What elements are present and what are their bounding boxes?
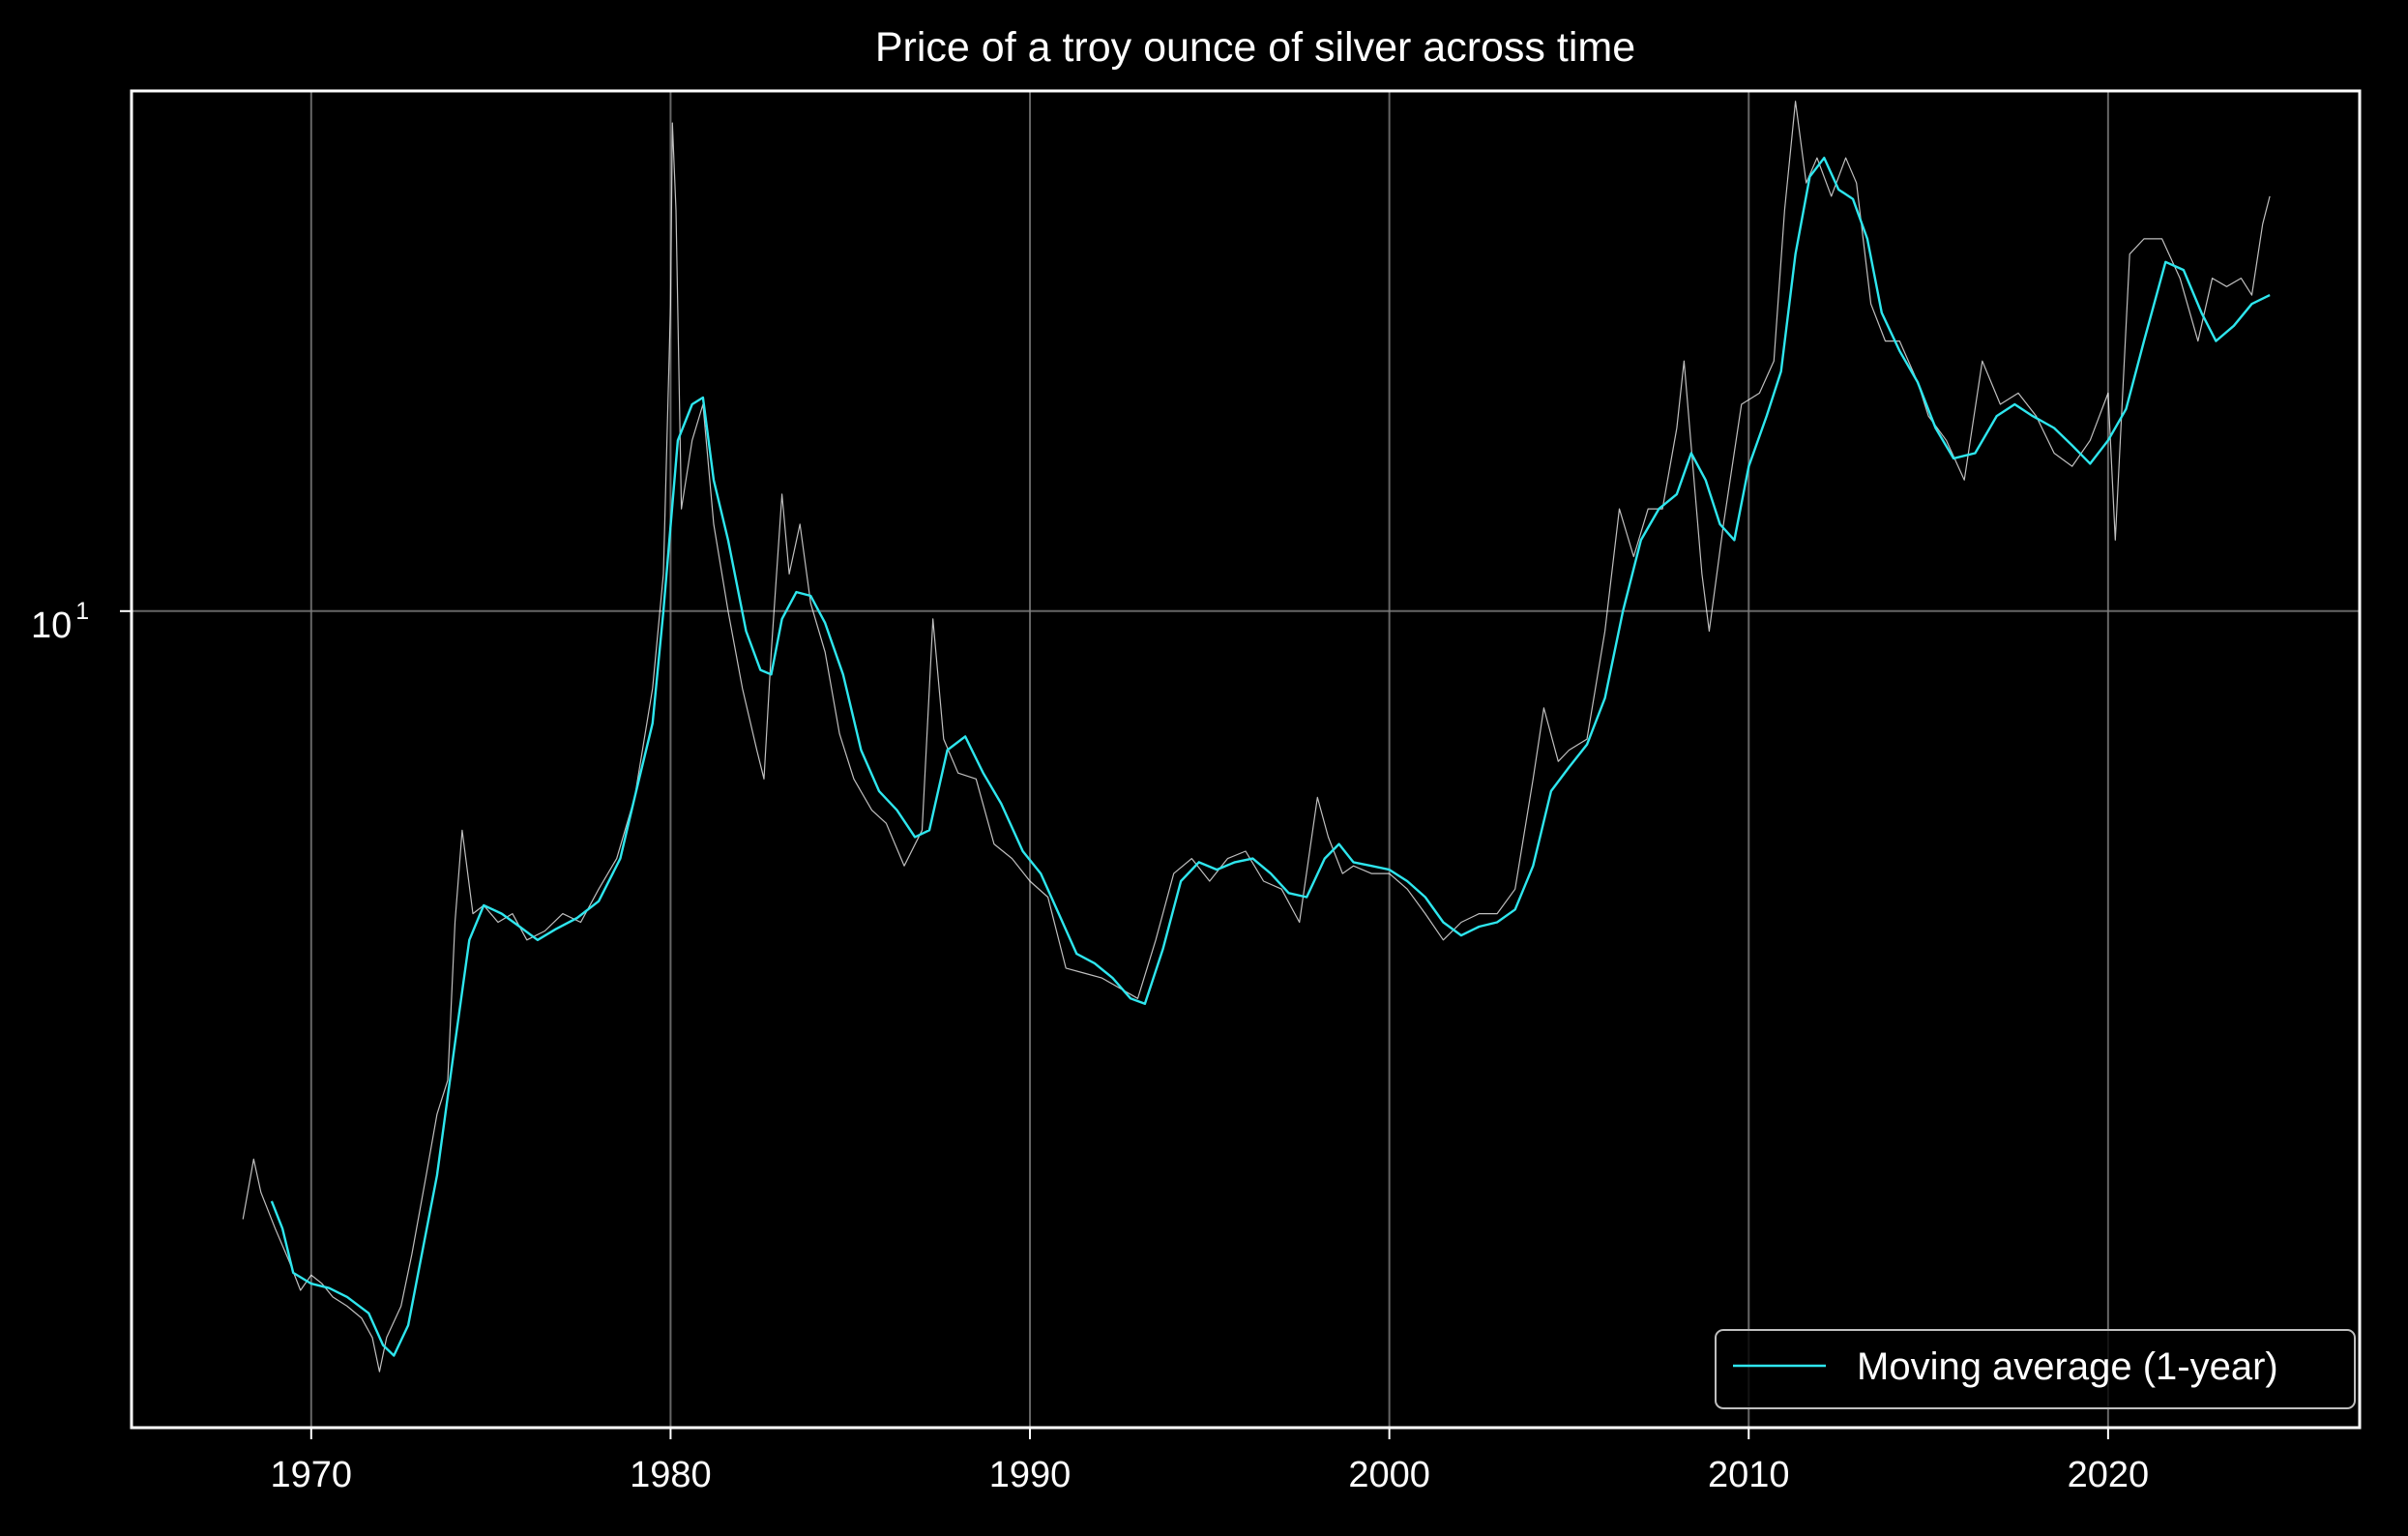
daily-price-line	[242, 101, 2271, 1373]
y-axis-ticks: 10 1	[31, 598, 132, 646]
moving-average-line	[270, 157, 2271, 1357]
x-tick-label-1990: 1990	[989, 1455, 1072, 1495]
x-axis-ticks: 1970 1980 1990 2000 2010 2020	[271, 1428, 2150, 1495]
daily-price-series	[242, 101, 2271, 1373]
x-tick-label-2000: 2000	[1348, 1455, 1430, 1495]
legend: Moving average (1-year)	[1715, 1329, 2356, 1409]
legend-label-moving-average: Moving average (1-year)	[1857, 1345, 2278, 1388]
y-tick-label-10: 10 1	[31, 598, 89, 646]
x-tick-label-2010: 2010	[1708, 1455, 1790, 1495]
x-tick-label-2020: 2020	[2068, 1455, 2150, 1495]
plot-frame	[130, 89, 2362, 1430]
moving-average-series	[270, 157, 2271, 1357]
x-tick-label-1970: 1970	[271, 1455, 353, 1495]
chart-title: Price of a troy ounce of silver across t…	[875, 24, 1635, 71]
x-tick-label-1980: 1980	[630, 1455, 712, 1495]
legend-box	[1715, 1329, 2356, 1409]
